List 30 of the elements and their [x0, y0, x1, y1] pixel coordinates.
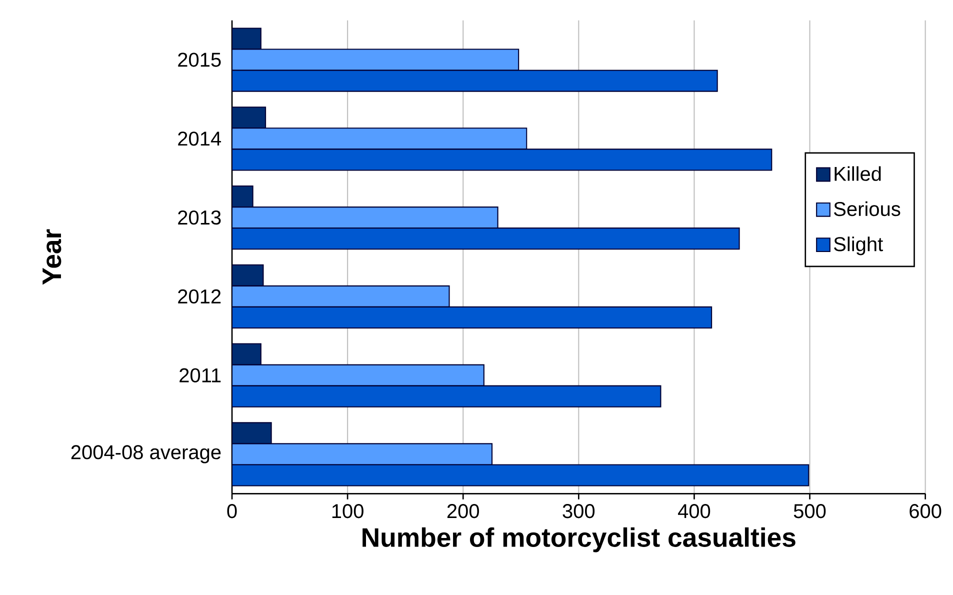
- bar: [232, 264, 264, 286]
- x-tick-label: 300: [562, 504, 595, 518]
- x-tick-label: 0: [227, 504, 237, 518]
- bar: [232, 70, 718, 92]
- x-tick-label: 400: [678, 504, 710, 518]
- x-tick-label: 200: [447, 504, 479, 518]
- bar: [232, 306, 712, 329]
- legend-label: Slight: [834, 236, 883, 256]
- bar: [232, 422, 272, 444]
- bar: [232, 385, 662, 408]
- bar: [232, 28, 262, 50]
- bar: [232, 464, 810, 486]
- y-tick-label: 2011: [180, 368, 221, 382]
- x-tick-label: 100: [332, 504, 364, 518]
- y-axis-title: Year: [42, 229, 62, 285]
- y-tick-label: 2015: [178, 52, 221, 67]
- y-tick-label: 2012: [178, 289, 221, 304]
- bar: [232, 228, 740, 250]
- x-tick-label: 500: [794, 504, 826, 518]
- bar: [232, 343, 262, 366]
- y-tick-label: 2014: [178, 132, 222, 146]
- bar: [232, 148, 772, 171]
- legend-label: Serious: [834, 201, 900, 216]
- y-tick-label: 2013: [178, 210, 221, 225]
- y-tick-label: 2004-08 average: [71, 445, 221, 464]
- legend-label: Killed: [834, 166, 881, 181]
- bar: [232, 106, 266, 129]
- x-axis-title: Number of motorcyclist casualties: [362, 527, 796, 552]
- x-tick-label: 600: [910, 504, 942, 518]
- bar: [232, 185, 254, 208]
